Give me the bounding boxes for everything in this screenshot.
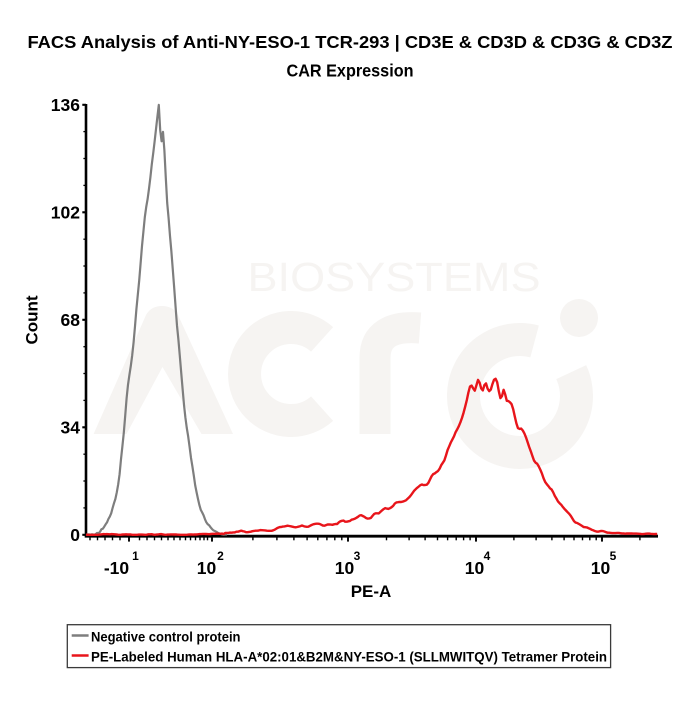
svg-text:Count: Count [23, 295, 42, 344]
svg-text:3: 3 [354, 549, 361, 563]
svg-text:-10: -10 [104, 558, 130, 578]
svg-text:CAR Expression: CAR Expression [287, 61, 414, 81]
svg-text:10: 10 [591, 558, 611, 578]
svg-text:PE-Labeled Human HLA-A*02:01&B: PE-Labeled Human HLA-A*02:01&B2M&NY-ESO-… [91, 648, 607, 664]
svg-text:FACS Analysis of Anti-NY-ESO-1: FACS Analysis of Anti-NY-ESO-1 TCR-293 |… [28, 32, 673, 52]
svg-text:BIOSYSTEMS: BIOSYSTEMS [248, 254, 541, 300]
svg-text:2: 2 [217, 549, 224, 563]
svg-text:136: 136 [51, 95, 80, 115]
svg-text:1: 1 [132, 549, 139, 563]
svg-text:10: 10 [465, 558, 485, 578]
svg-text:10: 10 [197, 558, 217, 578]
svg-text:34: 34 [61, 418, 81, 438]
svg-text:4: 4 [484, 549, 491, 563]
svg-text:PE-A: PE-A [351, 582, 392, 601]
svg-text:0: 0 [70, 525, 80, 545]
svg-text:102: 102 [51, 203, 80, 223]
svg-text:10: 10 [335, 558, 355, 578]
svg-text:Negative control protein: Negative control protein [91, 628, 241, 644]
svg-text:68: 68 [61, 310, 81, 330]
svg-text:5: 5 [610, 549, 617, 563]
